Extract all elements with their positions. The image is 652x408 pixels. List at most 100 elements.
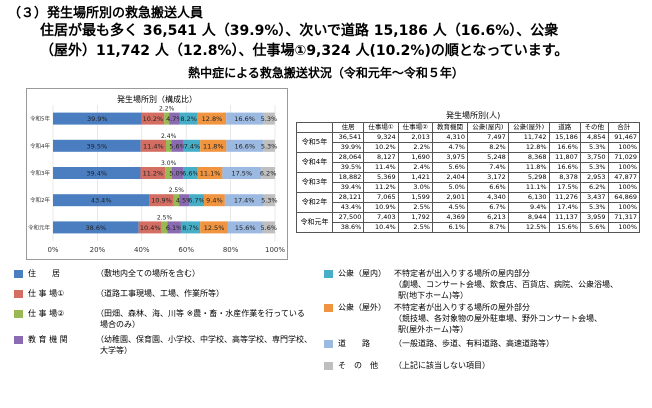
table-pct-cell: 8.2% [466, 142, 509, 153]
table-row: 令和4年 28,064 8,127 1,690 3,975 5,248 8,368 11,80… [296, 152, 641, 173]
table-year-cell: 令和2年 [296, 192, 333, 213]
table-pct-cell: 5.6% [579, 222, 609, 233]
legend-swatch [14, 336, 23, 344]
x-tick-label: 60% [178, 246, 194, 254]
summary-line-1: 住居が最も多く 36,541 人（39.9%）、次いで道路 15,186 人（1… [40, 23, 559, 39]
table-count-cell: 5,369 [363, 172, 399, 183]
table-pct-cell: 100% [607, 202, 641, 213]
bar-segment-public_in [179, 112, 198, 125]
bar-value-label: 6.1% [166, 224, 183, 232]
table-count-cell: 8,127 [363, 152, 399, 163]
bar-segment-public_in [189, 194, 204, 207]
category-label: 令和元年 [28, 223, 51, 231]
bar-segment-work1 [149, 194, 174, 207]
table-count-cell: 7,065 [363, 192, 399, 203]
table-pct-cell: 4.5% [431, 202, 468, 213]
bar-segment-work2 [165, 139, 172, 152]
bar-value-label: 17.5% [231, 170, 252, 178]
table-year-cell: 令和4年 [296, 152, 333, 173]
legend-desc: （田畑、森林、海、川等 ※農・畜・水産作業を行っている [96, 309, 305, 318]
bar-value-label: 5.3% [261, 142, 278, 150]
bar-segment-public_out [203, 194, 225, 207]
legend-desc: 不特定者が出入りする場所の屋内部分 [394, 269, 530, 278]
table-corner [296, 122, 333, 133]
table-pct-cell: 12.8% [507, 142, 550, 153]
legend-desc: （一般道路、歩道、有料道路、高速道路等） [394, 339, 554, 348]
table-count-cell: 7,403 [363, 212, 399, 223]
table-count-cell: 11,742 [507, 132, 550, 143]
table-pct-cell: 100% [607, 182, 641, 193]
table-pct-cell: 7.4% [466, 162, 509, 173]
chart-svg: 0% 20% 40% 60% 80% 100% 令和5年 39.9% 10.2% 2.2% 4.7%… [28, 105, 285, 254]
bar-segment-education [171, 167, 184, 179]
legend-desc: （道路工事現場、工場、作業所等） [96, 289, 224, 298]
table-count-cell: 1,599 [397, 192, 433, 203]
table-pct-cell: 100% [607, 222, 641, 233]
table-row: 令和3年 18,882 5,369 1,421 2,404 3,172 5,298 8,378… [296, 172, 641, 193]
table-count-cell: 91,467 [607, 132, 641, 143]
table-count-cell: 4,369 [431, 212, 468, 223]
table-count-cell: 6,130 [507, 192, 550, 203]
bar-segment-other [261, 167, 275, 179]
x-tick-label: 80% [223, 246, 239, 254]
legend-label: 公衆（屋内） [338, 269, 386, 278]
table-pct-cell: 10.2% [363, 142, 399, 153]
bar-value-label: 5.6% [261, 224, 278, 232]
bar-segment-work2 [165, 167, 172, 179]
table-pct-cell: 5.6% [431, 162, 468, 173]
table-count-cell: 3,750 [579, 152, 609, 163]
table-count-cell: 4,340 [466, 192, 509, 203]
bar-segment-public_in [183, 139, 201, 152]
table-pct-cell: 3.0% [397, 182, 433, 193]
bar-segment-other [263, 139, 275, 152]
table-pct-cell: 6.7% [466, 202, 509, 213]
bar-segment-road [224, 194, 264, 207]
legend-swatch [14, 310, 23, 318]
table-count-cell: 18,882 [331, 172, 365, 183]
bar-segment-residence [53, 194, 150, 207]
legend-label: 仕 事 場② [28, 309, 65, 318]
bar-value-label: 39.5% [87, 142, 108, 150]
bar-segment-work2 [164, 112, 170, 125]
table-pct-cell: 8.7% [466, 222, 509, 233]
table-count-cell: 47,877 [607, 172, 641, 183]
table-count-cell: 3,172 [466, 172, 509, 183]
table-row: 令和2年 28,121 7,065 1,599 2,901 4,340 6,130 11,27… [296, 192, 641, 213]
table-count-cell: 1,690 [397, 152, 433, 163]
legend-swatch [14, 270, 23, 278]
bar-value-label: 2.5% [157, 214, 173, 221]
bar-value-label: 12.8% [202, 115, 223, 123]
table-pct-cell: 11.1% [507, 182, 550, 193]
section-heading: （３）発生場所別の救急搬送人員 [8, 6, 204, 21]
bar-value-label: 6.2% [260, 170, 277, 178]
table-count-cell: 8,368 [507, 152, 550, 163]
bar-segment-road [222, 167, 262, 179]
table-count-cell: 2,901 [431, 192, 468, 203]
bar-value-label: 2.2% [159, 106, 175, 113]
bar-value-label: 5.3% [261, 115, 278, 123]
table-pct-cell: 2.2% [397, 142, 433, 153]
table-pct-cell: 9.4% [507, 202, 550, 213]
legend-desc: （敷地内全ての場所を含む） [96, 269, 200, 278]
x-tick-label: 20% [90, 246, 106, 254]
table-pct-cell: 4.7% [431, 142, 468, 153]
table-pct-cell: 2.5% [397, 222, 433, 233]
bar-segment-education [179, 194, 190, 207]
bar-segment-public_out [200, 139, 227, 152]
table-pct-cell: 15.6% [548, 222, 581, 233]
table-row: 39.9% 10.2% 2.2% 4.7% 8.2% 12.8% 16.6% 5.3% 100% [297, 142, 641, 153]
table-year-cell: 令和5年 [296, 132, 333, 153]
table-header: 合計 [607, 122, 641, 133]
bar-segment-work2 [173, 194, 180, 207]
bar-value-label: 8.7% [182, 224, 199, 232]
table-count-cell: 9,324 [363, 132, 399, 143]
table-header: その他 [579, 122, 609, 133]
table-count-cell: 3,959 [579, 212, 609, 223]
table-row: 38.6% 10.4% 2.5% 6.1% 8.7% 12.5% 15.6% 5.6% 100% [297, 222, 641, 233]
bar-segment-road [226, 139, 264, 152]
legend-desc: （幼稚園、保育園、小学校、中学校、高等学校、専門学校、 [96, 335, 312, 344]
bar-value-label: 11.4% [143, 142, 164, 150]
bar-segment-other [262, 221, 275, 234]
table-count-cell: 3,975 [431, 152, 468, 163]
legend: 住 居 （敷地内全ての場所を含む） 仕 事 場① （道路工事現場、工場、作業所等… [12, 265, 642, 405]
